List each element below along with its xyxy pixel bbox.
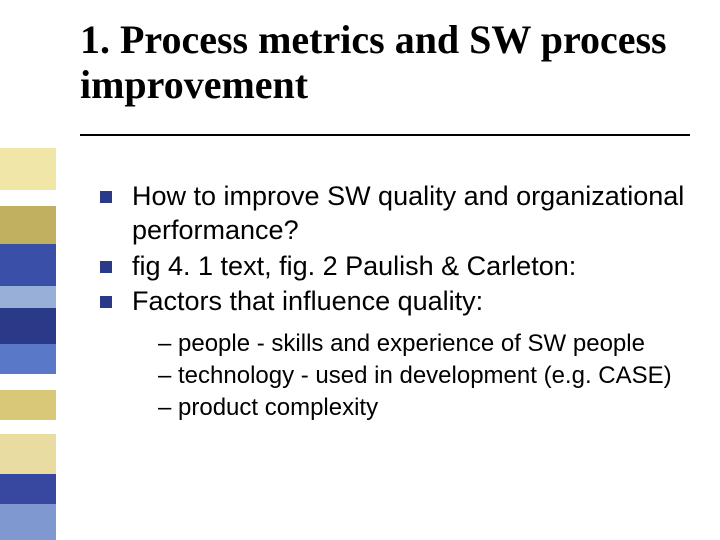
sidebar-color-block xyxy=(0,420,56,434)
bullet-square-icon xyxy=(100,191,112,203)
sidebar-color-block xyxy=(0,244,56,286)
decorative-sidebar xyxy=(0,0,56,540)
bullet-text: fig 4. 1 text, fig. 2 Paulish & Carleton… xyxy=(132,250,576,284)
bullet-square-icon xyxy=(100,296,112,308)
slide-content: How to improve SW quality and organizati… xyxy=(100,180,690,425)
sidebar-color-block xyxy=(0,344,56,374)
sidebar-color-block xyxy=(0,504,56,540)
sidebar-color-block xyxy=(0,206,56,244)
sidebar-color-block xyxy=(0,474,56,504)
bullet-list: How to improve SW quality and organizati… xyxy=(100,180,690,319)
bullet-item: fig 4. 1 text, fig. 2 Paulish & Carleton… xyxy=(100,250,690,284)
sub-list: – people - skills and experience of SW p… xyxy=(140,329,690,423)
sidebar-color-block xyxy=(0,434,56,474)
slide-title: 1. Process metrics and SW process improv… xyxy=(80,18,690,108)
sidebar-color-block xyxy=(0,308,56,344)
bullet-text: Factors that influence quality: xyxy=(132,285,483,319)
slide-title-area: 1. Process metrics and SW process improv… xyxy=(80,18,690,108)
sub-list-item: – product complexity xyxy=(140,393,690,423)
sub-list-item: – technology - used in development (e.g.… xyxy=(140,361,690,391)
sidebar-color-block xyxy=(0,286,56,308)
bullet-square-icon xyxy=(100,261,112,273)
bullet-item: Factors that influence quality: xyxy=(100,285,690,319)
sub-list-item: – people - skills and experience of SW p… xyxy=(140,329,690,359)
sidebar-color-block xyxy=(0,374,56,390)
title-underline xyxy=(80,134,690,136)
sidebar-color-block xyxy=(0,190,56,206)
sidebar-color-block xyxy=(0,390,56,420)
sidebar-color-block xyxy=(0,148,56,190)
bullet-item: How to improve SW quality and organizati… xyxy=(100,180,690,248)
bullet-text: How to improve SW quality and organizati… xyxy=(132,180,690,248)
